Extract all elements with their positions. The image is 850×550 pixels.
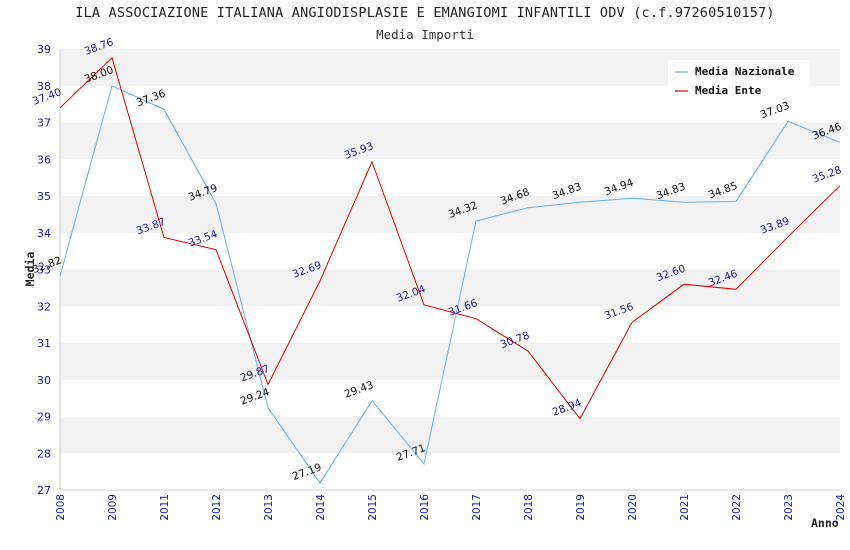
- x-axis-label: Anno: [811, 516, 839, 530]
- grid-band: [60, 159, 840, 196]
- grid-band: [60, 122, 840, 160]
- grid-band: [60, 269, 840, 307]
- y-axis-label: Media: [23, 252, 37, 287]
- series-lines: [59, 56, 841, 484]
- x-tick-label: 2023: [783, 494, 795, 521]
- x-tick-label: 2013: [263, 494, 275, 521]
- legend-entry-naz: Media Nazionale: [695, 65, 795, 78]
- y-tick-label: 30: [37, 374, 51, 387]
- x-tick-label: 2009: [107, 494, 119, 521]
- x-tick-label: 2021: [679, 494, 691, 521]
- x-tick-label: 2008: [55, 494, 67, 521]
- grid-band: [60, 379, 840, 417]
- x-tick-label: 2012: [211, 494, 223, 521]
- y-tick-label: 35: [37, 190, 51, 203]
- series-line-media-nazionale: [59, 85, 841, 484]
- y-tick-label: 27: [37, 484, 51, 497]
- grid-band: [60, 232, 840, 270]
- x-tick-label: 2015: [367, 494, 379, 521]
- grid-band: [60, 416, 840, 454]
- x-tick-label: 2017: [471, 494, 483, 521]
- legend-box: [668, 60, 810, 100]
- y-tick-label: 34: [37, 227, 51, 240]
- x-tick-label: 2024: [835, 494, 847, 521]
- x-tick-labels: 2008 2009 2011 2012 2013 2014 2015 2016 2017 2018…: [55, 494, 847, 521]
- chart-subtitle: Media Importi: [376, 27, 474, 42]
- grid-band: [60, 343, 840, 380]
- y-tick-labels: 27 28 29 30 31 32 33 34 35 36 37 38 39: [37, 43, 51, 497]
- x-tick-label: 2020: [627, 494, 639, 521]
- x-tick-label: 2018: [523, 494, 535, 521]
- legend-entry-ente: Media Ente: [695, 84, 762, 97]
- y-tick-label: 28: [37, 447, 51, 460]
- chart-title: ILA ASSOCIAZIONE ITALIANA ANGIODISPLASIE…: [75, 5, 775, 21]
- grid-bands: [60, 49, 840, 490]
- y-tick-label: 31: [37, 337, 51, 350]
- y-tick-label: 32: [37, 300, 51, 313]
- chart-axes: [59, 49, 840, 491]
- x-tick-label: 2022: [731, 494, 743, 521]
- grid-band: [60, 453, 840, 490]
- x-tick-label: 2019: [575, 494, 587, 521]
- x-tick-label: 2014: [315, 494, 327, 521]
- y-tick-label: 37: [37, 117, 51, 130]
- legend: Media Nazionale Media Ente: [668, 60, 810, 100]
- y-tick-label: 33: [37, 264, 51, 277]
- grid-band: [60, 306, 840, 343]
- y-tick-label: 36: [37, 153, 51, 166]
- y-tick-label: 39: [37, 43, 51, 56]
- series-line-media-ente: [59, 56, 841, 420]
- y-tick-label: 29: [37, 411, 51, 424]
- x-tick-label: 2016: [419, 494, 431, 521]
- y-tick-label: 38: [37, 80, 51, 93]
- x-tick-label: 2011: [159, 494, 171, 521]
